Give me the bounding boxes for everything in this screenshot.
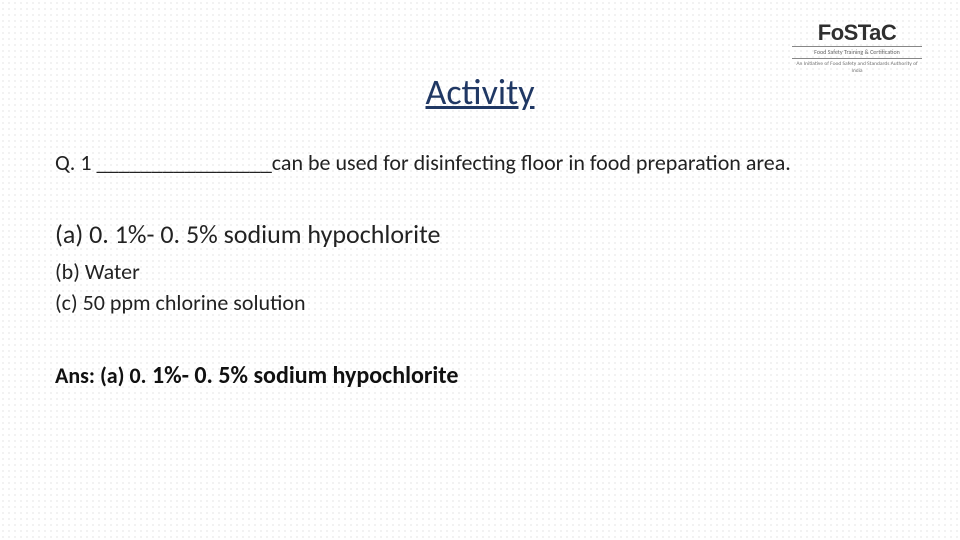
question-rest: can be used for disinfecting floor in fo… bbox=[272, 149, 791, 176]
question-line: Q. 1 ________________can be used for dis… bbox=[55, 149, 905, 178]
question-prefix: Q. 1 bbox=[55, 149, 96, 176]
answer-label: Ans: (a) 0. bbox=[55, 362, 147, 389]
question-blank: ________________ bbox=[96, 149, 271, 176]
answer-bold: 1%- 0. 5% sodium hypochlorite bbox=[147, 361, 459, 390]
option-b: (b) Water bbox=[55, 258, 905, 285]
logo-subtitle-2: An Initiative of Food Safety and Standar… bbox=[792, 61, 922, 74]
slide-container: FoSTaC Food Safety Training & Certificat… bbox=[0, 0, 960, 540]
fostac-logo: FoSTaC Food Safety Training & Certificat… bbox=[792, 22, 922, 74]
answer-line: Ans: (a) 0. 1%- 0. 5% sodium hypochlorit… bbox=[55, 361, 905, 390]
logo-main-text: FoSTaC bbox=[792, 22, 922, 44]
slide-title: Activity bbox=[426, 70, 535, 114]
option-c: (c) 50 ppm chlorine solution bbox=[55, 289, 905, 316]
option-a: (a) 0. 1%- 0. 5% sodium hypochlorite bbox=[55, 218, 905, 250]
slide-title-wrap: Activity bbox=[55, 70, 905, 114]
logo-subtitle-1: Food Safety Training & Certification bbox=[792, 46, 922, 59]
